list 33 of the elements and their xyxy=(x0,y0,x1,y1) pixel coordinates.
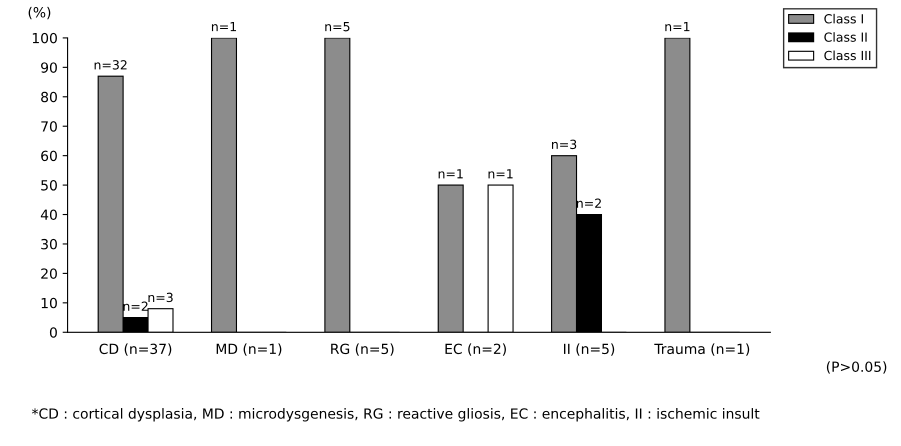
x-tick-label: MD (n=1) xyxy=(216,343,282,356)
y-tick-label: 100 xyxy=(32,32,57,44)
y-tick-label: 10 xyxy=(42,298,57,308)
text: *CD : cortical dysplasia, MD : microdysgenesis, RG : reactive gliosis, EC : encephalitis, II : ischemic insult xyxy=(32,408,760,422)
text: n=1 xyxy=(212,22,236,32)
annotation: n=2 xyxy=(576,198,601,208)
annotation: n=3 xyxy=(552,140,576,150)
annotation: n=1 xyxy=(488,169,513,178)
y-tick-label: 70 xyxy=(41,121,57,132)
y-tick-label: 50 xyxy=(41,180,57,191)
y-tick-label: 80 xyxy=(41,92,57,102)
x-tick-label: CD (n=37) xyxy=(99,343,172,356)
annotation: n=3 xyxy=(148,292,173,302)
x-tick-label: EC (n=2) xyxy=(446,343,506,356)
legend-label: Class II xyxy=(824,32,867,42)
y-tick-label: 40 xyxy=(40,209,57,220)
text: (P>0.05) xyxy=(826,361,886,374)
annotation: n=2 xyxy=(124,302,148,311)
text: n=5 xyxy=(325,22,350,32)
legend-label: Class III xyxy=(824,50,870,60)
y-tick-label: 30 xyxy=(41,238,57,250)
y-tick-label: 90 xyxy=(41,62,57,73)
legend-label: Class I xyxy=(824,14,863,24)
y-tick-label: 0 xyxy=(50,327,57,338)
x-tick-label: RG (n=5) xyxy=(331,343,394,356)
y-tick-label: 20 xyxy=(41,268,57,279)
x-tick-label: II (n=5) xyxy=(564,343,614,356)
annotation: n=1 xyxy=(438,169,463,178)
x-tick-label: Trauma (n=1) xyxy=(654,343,750,356)
annotation: n=32 xyxy=(94,60,127,70)
text: n=1 xyxy=(665,22,690,32)
y-axis-title: (%) xyxy=(28,6,50,20)
y-tick-label: 60 xyxy=(41,150,57,162)
